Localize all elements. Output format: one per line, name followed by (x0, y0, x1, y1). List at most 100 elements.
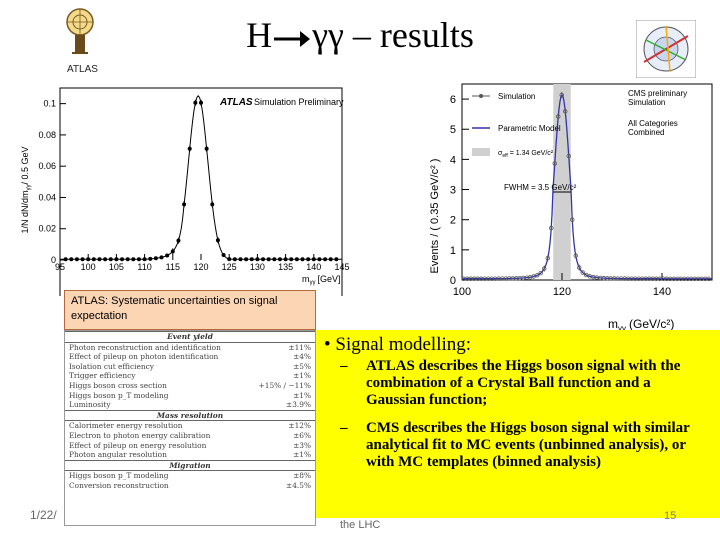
atlas-data-point (74, 257, 79, 262)
atlas-data-point (328, 257, 333, 262)
atlas-xtick-label: 135 (278, 262, 293, 272)
cms-legend-sub: Simulation (628, 98, 665, 107)
atlas-data-point (249, 257, 254, 262)
signal-modelling-box (316, 330, 720, 518)
table-row: Electron to photon energy calibration ±6% (65, 431, 315, 441)
atlas-data-point (300, 257, 305, 262)
atlas-data-point (294, 257, 299, 262)
atlas-xlabel: m (302, 274, 310, 284)
atlas-systematics-note: ATLAS: Systematic uncertainties on signa… (64, 290, 316, 330)
cms-ytick-label: 5 (450, 124, 456, 136)
cms-ytick-label: 3 (450, 185, 456, 197)
atlas-data-point (277, 257, 282, 262)
cms-data-point (706, 276, 711, 281)
atlas-xtick-label: 125 (222, 262, 237, 272)
atlas-xtick-label: 100 (81, 262, 96, 272)
uncertainty-value: ±5% (293, 361, 311, 371)
atlas-ytick-label: 0.1 (43, 99, 56, 109)
atlas-xtick-label: 145 (334, 262, 349, 272)
cms-legend-combined: Combined (628, 128, 664, 137)
table-section-title: Event yield (65, 331, 315, 343)
uncertainty-value: ±1% (293, 450, 311, 460)
cms-legend-sigma: σ (498, 150, 503, 157)
uncertainty-source: Luminosity (69, 400, 111, 410)
cms-xtick-label: 140 (653, 286, 671, 298)
atlas-data-point (244, 257, 249, 262)
atlas-data-point (255, 257, 260, 262)
atlas-data-point (306, 257, 311, 262)
page-number: 15 (664, 510, 677, 522)
uncertainty-source: Effect of pileup on photon identificatio… (69, 352, 219, 362)
footer-date: 1/22/ (30, 508, 57, 522)
bullet-main: • Signal modelling: (324, 334, 472, 355)
uncertainty-value: ±4.5% (286, 480, 311, 490)
cms-ylabel: Events / ( 0.35 GeV/c² ) (429, 159, 441, 274)
uncertainty-source: Higgs boson p_T modeling (69, 390, 169, 400)
cms-xtick-label: 120 (553, 286, 571, 298)
svg-text:mγγ[GeV]: mγγ [GeV] (302, 274, 341, 286)
cms-legend-sigma-sub: eff (502, 153, 508, 159)
atlas-data-points (63, 99, 339, 262)
cms-legend-sigma-val: = 1.34 GeV/c² (508, 150, 554, 157)
svg-text:1/N dN/dmγγ/ 0.5 GeV: 1/N dN/dmγγ/ 0.5 GeV (20, 146, 32, 233)
cms-mass-plot: 100 120 140 0 1 2 3 4 5 6 Events / ( 0.35 GeV/c² … (429, 83, 713, 330)
cms-legend-model: Parametric Model (498, 124, 561, 133)
atlas-ytick-label: 0.04 (38, 192, 56, 202)
atlas-data-point (317, 257, 322, 262)
uncertainty-source: Isolation cut efficiency (69, 361, 154, 371)
atlas-data-point (272, 257, 277, 262)
svg-text:σeff = 1.34 GeV/c²: σeff = 1.34 GeV/c² (498, 150, 554, 159)
atlas-data-point (283, 257, 288, 262)
cms-plot-frame (461, 83, 713, 281)
atlas-data-point (266, 257, 271, 262)
uncertainty-source: Effect of pileup on energy resolution (69, 440, 207, 450)
atlas-data-point (80, 257, 85, 262)
uncertainty-value: ±3.9% (286, 400, 311, 410)
uncertainty-source: Conversion reconstruction (69, 480, 169, 490)
cms-ytick-label: 4 (450, 154, 456, 166)
footer-text: the LHC (340, 519, 381, 531)
atlas-data-point (238, 257, 243, 262)
atlas-xtick-label: 115 (166, 262, 180, 272)
table-section-title: Migration (65, 459, 315, 472)
uncertainty-value: ±3% (293, 440, 311, 450)
title-suffix: γγ – results (312, 15, 474, 55)
atlas-data-point (136, 257, 141, 262)
table-row: Effect of pileup on photon identificatio… (65, 352, 315, 362)
bullet-main-text: Signal modelling: (335, 334, 472, 355)
atlas-data-point (221, 253, 226, 258)
cms-data-point (538, 270, 543, 276)
cms-data-point (535, 273, 540, 278)
cms-legend-sim: Simulation (498, 92, 535, 101)
cms-xlabel: m (608, 317, 618, 330)
cms-xtick-label: 100 (453, 286, 471, 298)
right-arrow-icon (274, 30, 311, 47)
atlas-xtick-label: 95 (55, 262, 65, 272)
atlas-xtick-label: 140 (306, 262, 321, 272)
atlas-ytick-label: 0 (51, 255, 56, 265)
atlas-ytick-label: 0.02 (38, 224, 56, 234)
cms-legend-title: CMS preliminary (628, 89, 687, 98)
atlas-data-point (103, 257, 108, 262)
cms-ytick-label: 6 (450, 94, 456, 106)
cms-ytick-label: 0 (450, 275, 456, 287)
atlas-data-point (165, 253, 170, 258)
atlas-data-point (120, 257, 125, 262)
atlas-data-point (311, 257, 316, 262)
atlas-data-point (131, 257, 136, 262)
atlas-data-point (114, 257, 119, 262)
systematics-table: Event yield Photon reconstruction and ide… (64, 330, 316, 526)
uncertainty-source: Trigger efficiency (69, 371, 136, 381)
table-row: Effect of pileup on energy resolution ±3% (65, 441, 315, 451)
uncertainty-value: ±1% (293, 390, 311, 400)
bullet-atlas-text: ATLAS describes the Higgs boson signal w… (366, 358, 681, 408)
atlas-data-point (86, 257, 91, 262)
cms-logo (636, 20, 696, 78)
uncertainty-source: Electron to photon energy calibration (69, 430, 211, 440)
uncertainty-source: Higgs boson p_T modeling (69, 471, 169, 481)
title-prefix: H (246, 15, 273, 55)
cms-ytick-label: 1 (450, 245, 456, 257)
table-row: Conversion reconstruction ±4.5% (65, 481, 315, 491)
atlas-data-point (69, 257, 74, 262)
table-row: Photon reconstruction and identification… (65, 342, 315, 352)
